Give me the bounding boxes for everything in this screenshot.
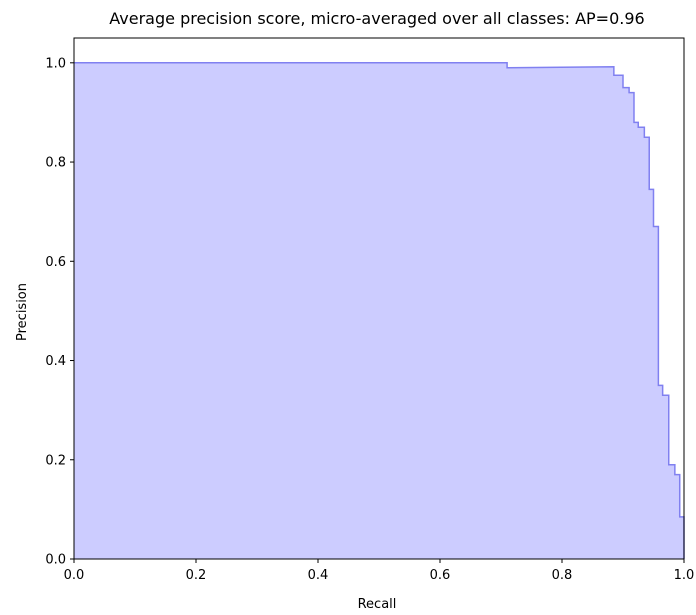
- plot-area: [74, 62, 685, 560]
- x-tick-label: 0.4: [308, 568, 329, 583]
- y-tick-label: 0.2: [45, 453, 66, 468]
- x-tick-label: 0.6: [430, 568, 451, 583]
- y-tick-label: 0.6: [45, 255, 66, 270]
- y-tick-label: 0.8: [45, 156, 66, 171]
- y-tick-label: 0.0: [45, 553, 66, 568]
- x-tick-label: 0.0: [64, 568, 85, 583]
- precision-area-fill: [74, 62, 684, 560]
- y-axis-label: Precision: [15, 283, 30, 341]
- plot-frame: [73, 37, 685, 560]
- axes: 0.0 0.2 0.4 0.6 0.8 1.0 0.0 0.2 0.4 0.6 0.8 1.0: [45, 37, 695, 583]
- precision-step-line: [74, 62, 685, 559]
- x-axis-label: Recall: [358, 597, 397, 612]
- x-tick-label: 0.2: [186, 568, 207, 583]
- y-tick-label: 0.4: [45, 354, 66, 369]
- x-tick-label: 1.0: [674, 568, 695, 583]
- chart-title: Average precision score, micro-averaged …: [109, 9, 644, 28]
- x-tick-label: 0.8: [552, 568, 573, 583]
- y-tick-label: 1.0: [45, 56, 66, 71]
